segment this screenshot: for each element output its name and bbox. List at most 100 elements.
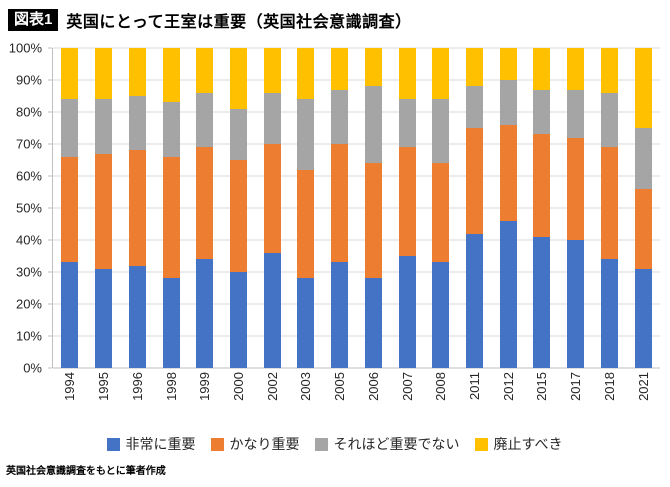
y-tick-label: 20%	[15, 296, 42, 312]
x-tick-label: 2006	[365, 372, 381, 401]
bar-segment	[196, 48, 214, 93]
bar-2015	[533, 48, 551, 368]
bar-segment	[297, 278, 315, 368]
x-tick-slot: 2006	[365, 372, 382, 426]
gridline	[53, 335, 660, 337]
bar-segment	[95, 99, 113, 154]
y-tick-mark	[48, 175, 52, 177]
bar-segment	[95, 268, 113, 368]
bar-2007	[398, 48, 416, 368]
bar-segment	[600, 48, 618, 93]
bar-segment	[600, 92, 618, 148]
y-tick-mark	[48, 143, 52, 145]
x-tick-slot: 1994	[61, 372, 78, 426]
legend-item: それほど重要でない	[315, 434, 459, 454]
bar-2005	[331, 48, 349, 368]
x-tick-label: 1996	[129, 372, 145, 401]
bar-segment	[162, 102, 180, 157]
bar-segment	[634, 188, 652, 269]
legend-swatch	[315, 437, 329, 451]
bar-segment	[95, 48, 113, 100]
bar-segment	[600, 147, 618, 260]
bar-segment	[229, 108, 247, 160]
y-tick-mark	[48, 111, 52, 113]
x-tick-label: 1999	[197, 372, 213, 401]
chart-header: 図表1 英国にとって王室は重要（英国社会意識調査）	[0, 0, 670, 32]
bar-segment	[229, 272, 247, 368]
x-tick-label: 2012	[500, 372, 516, 401]
gridline	[53, 175, 660, 177]
bar-1996	[128, 48, 146, 368]
x-tick-label: 2021	[635, 372, 651, 401]
bar-segment	[432, 48, 450, 100]
bar-segment	[533, 236, 551, 368]
legend-label: 廃止すべき	[493, 436, 563, 452]
bar-segment	[331, 144, 349, 263]
bar-segment	[465, 86, 483, 129]
x-tick-slot: 2008	[432, 372, 449, 426]
bar-segment	[229, 160, 247, 272]
x-tick-slot: 2002	[264, 372, 281, 426]
x-tick-slot: 2021	[635, 372, 652, 426]
bar-segment	[128, 265, 146, 368]
bar-segment	[297, 48, 315, 100]
bar-segment	[432, 262, 450, 368]
bar-segment	[263, 92, 281, 145]
y-tick-mark	[48, 335, 52, 337]
bar-2012	[499, 48, 517, 368]
gridline	[53, 79, 660, 81]
bar-segment	[499, 48, 517, 81]
bar-2021	[634, 48, 652, 368]
bar-segment	[634, 128, 652, 189]
x-tick-slot: 2018	[601, 372, 618, 426]
bar-segment	[364, 48, 382, 87]
x-tick-label: 1998	[163, 372, 179, 401]
x-tick-label: 2002	[264, 372, 280, 401]
bar-segment	[61, 99, 79, 157]
y-tick-label: 60%	[15, 168, 42, 184]
bars	[53, 48, 660, 368]
bar-segment	[331, 48, 349, 90]
x-tick-slot: 1996	[129, 372, 146, 426]
gridline	[53, 239, 660, 241]
bar-1994	[61, 48, 79, 368]
bar-1999	[196, 48, 214, 368]
bar-2017	[567, 48, 585, 368]
y-tick-mark	[48, 271, 52, 273]
x-tick-label: 2007	[399, 372, 415, 401]
bar-segment	[128, 96, 146, 151]
bar-2000	[229, 48, 247, 368]
bar-segment	[162, 156, 180, 279]
y-tick-mark	[48, 79, 52, 81]
y-tick-label: 30%	[15, 264, 42, 280]
gridline	[53, 303, 660, 305]
bar-segment	[634, 268, 652, 368]
legend-label: 非常に重要	[125, 436, 196, 452]
legend-swatch	[211, 437, 225, 451]
bar-segment	[567, 48, 585, 90]
y-tick-label: 50%	[15, 200, 42, 216]
bar-segment	[364, 86, 382, 164]
x-tick-slot: 1995	[95, 372, 112, 426]
bar-1998	[162, 48, 180, 368]
bar-2003	[297, 48, 315, 368]
y-tick-label: 40%	[15, 232, 42, 248]
x-tick-label: 2011	[466, 372, 482, 400]
bar-segment	[398, 256, 416, 368]
bar-segment	[196, 147, 214, 260]
x-tick-slot: 1998	[163, 372, 180, 426]
bar-2006	[364, 48, 382, 368]
bar-segment	[162, 278, 180, 368]
y-tick-label: 80%	[15, 104, 42, 120]
bar-segment	[398, 147, 416, 256]
x-tick-slot: 2012	[500, 372, 517, 426]
bar-segment	[297, 169, 315, 279]
bar-segment	[61, 156, 79, 263]
gridline	[53, 47, 660, 49]
y-tick-label: 0%	[23, 360, 42, 376]
x-tick-slot: 2003	[297, 372, 314, 426]
bar-segment	[263, 144, 281, 253]
bar-segment	[61, 48, 79, 100]
x-tick-label: 2000	[230, 372, 246, 401]
bar-2008	[432, 48, 450, 368]
